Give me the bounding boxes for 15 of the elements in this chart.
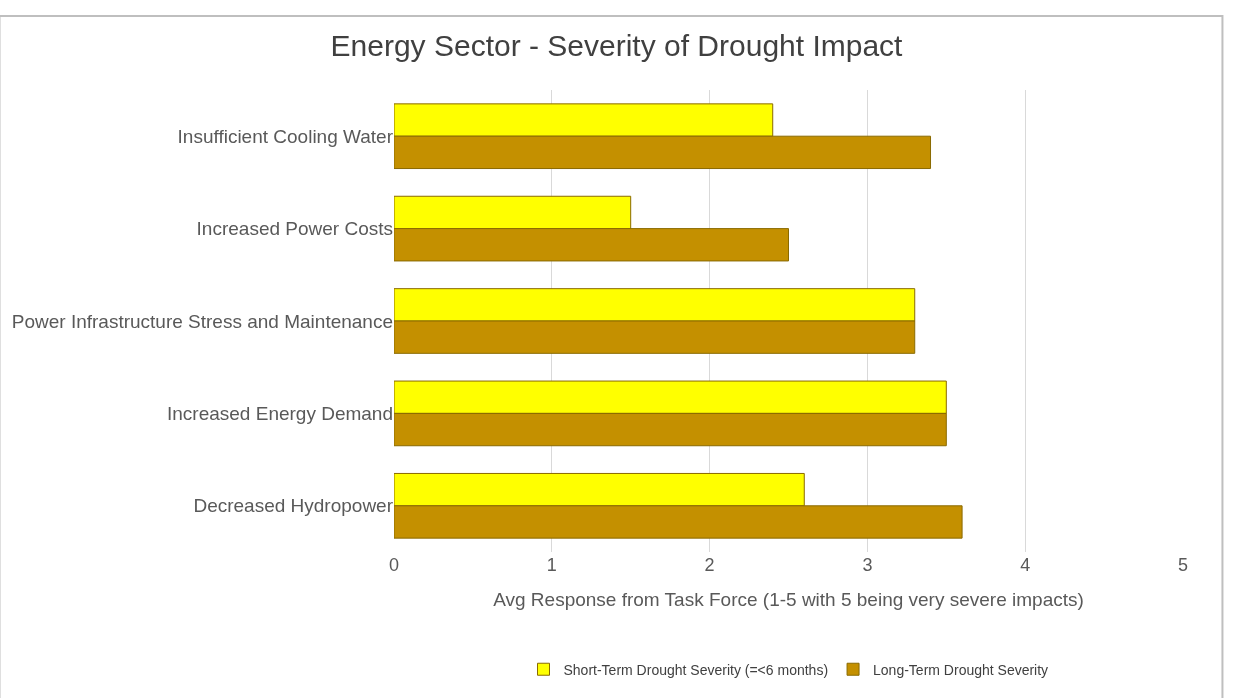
x-tick-label: 2 bbox=[704, 555, 715, 575]
x-tick-label: 1 bbox=[546, 555, 557, 575]
legend-label: Long-Term Drought Severity bbox=[873, 661, 1049, 678]
x-tick-label: 5 bbox=[1177, 555, 1189, 575]
y-tick-label: Power Infrastructure Stress and Maintenance bbox=[11, 310, 393, 332]
y-tick-label: Increased Power Costs bbox=[196, 218, 393, 240]
x-tick-label: 4 bbox=[1020, 555, 1031, 575]
chart-title: Energy Sector - Severity of Drought Impact bbox=[330, 28, 904, 62]
legend-label: Short-Term Drought Severity (=<6 months) bbox=[563, 661, 829, 678]
x-axis-title: Avg Response from Task Force (1-5 with 5 being very severe impacts) bbox=[493, 588, 1084, 610]
y-tick-label: Decreased Hydropower bbox=[193, 495, 394, 517]
y-tick-label: Insufficient Cooling Water bbox=[177, 125, 394, 147]
y-tick-label: Increased Energy Demand bbox=[166, 403, 393, 425]
x-tick-label: 0 bbox=[388, 555, 400, 575]
x-tick-label: 3 bbox=[862, 555, 873, 575]
